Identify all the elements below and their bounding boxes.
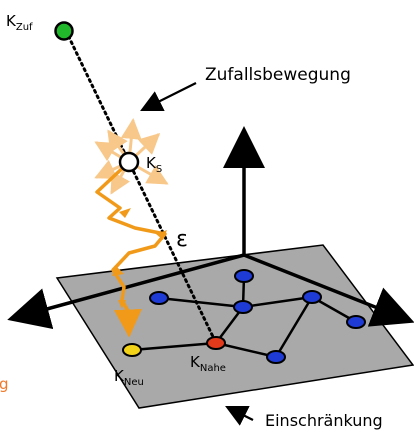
- tree-node: [266, 350, 286, 364]
- dotted-connection-line: [64, 29, 218, 345]
- tree-edge: [130, 341, 218, 352]
- tree-node: [234, 269, 254, 283]
- tree-edge: [214, 341, 278, 359]
- path-arrowhead: [112, 266, 124, 276]
- epsilon-label: ε: [176, 227, 188, 252]
- path-arrowhead: [118, 300, 126, 309]
- k-zuf-node: [54, 21, 74, 41]
- path-arrowhead: [156, 230, 167, 240]
- k-neu-node: [122, 343, 142, 357]
- tree-edge: [157, 296, 245, 309]
- arrow-icon: [225, 406, 254, 426]
- tree-node: [346, 315, 366, 329]
- cut-off-letter: g: [0, 375, 9, 393]
- tree-edge: [241, 295, 314, 309]
- zufallsbewegung-label: Zufallsbewegung: [205, 65, 351, 85]
- axis-right: [243, 253, 414, 327]
- k-s-label: KS: [146, 154, 162, 175]
- tree-edge: [274, 295, 314, 359]
- tree-node: [149, 291, 169, 305]
- einschraenkung-label: Einschränkung: [265, 411, 383, 430]
- k-zuf-label: KZuf: [6, 12, 33, 33]
- tree-node: [302, 290, 322, 304]
- tree-nodes: [122, 269, 366, 364]
- k-neu-label: KNeu: [114, 367, 144, 388]
- k-s-node: [118, 151, 140, 173]
- tree-node: [233, 300, 253, 314]
- k-nahe-label: KNahe: [190, 353, 226, 374]
- arrow-icon: [140, 82, 197, 111]
- path-arrowhead: [119, 208, 131, 218]
- k-nahe-node: [206, 336, 226, 350]
- axis-left: [7, 253, 245, 330]
